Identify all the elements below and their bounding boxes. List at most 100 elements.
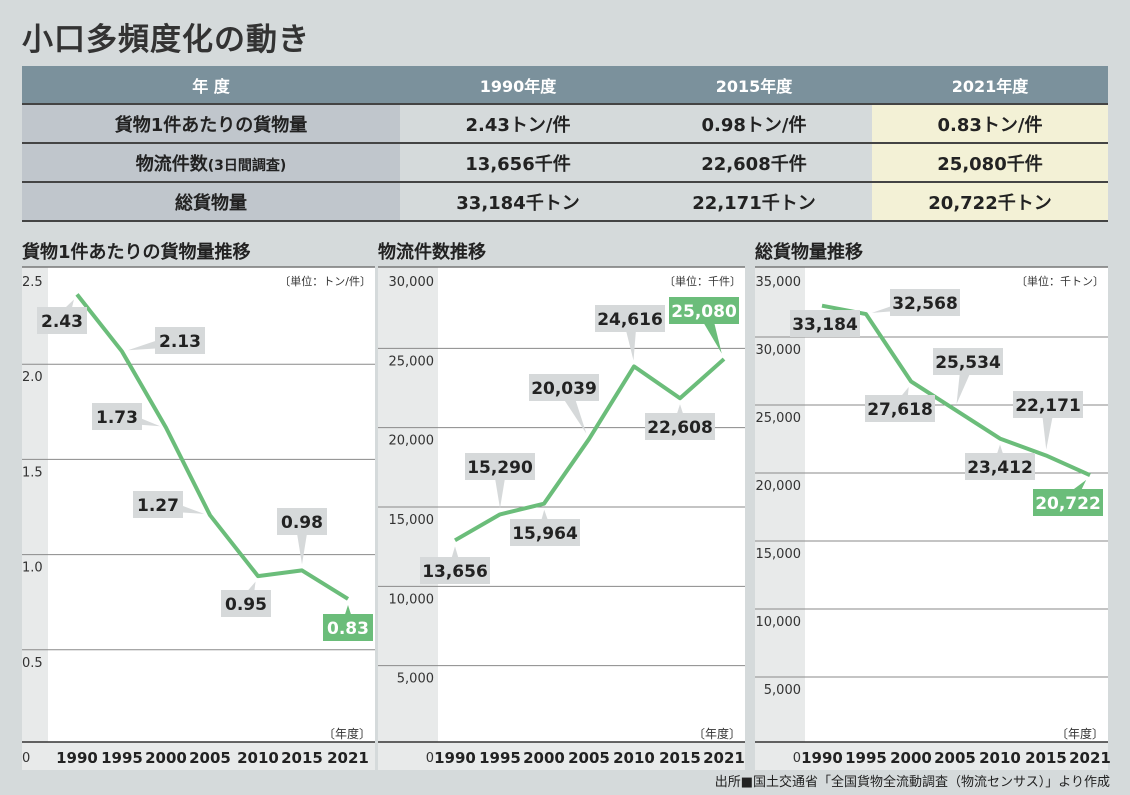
x-tick-label: 2021 (327, 749, 369, 767)
source-note: 出所■国土交通省「全国貨物全流動調査（物流センサス）」より作成 (714, 775, 1110, 790)
data-label: 15,964 (512, 524, 578, 544)
x-tick-label: 2015 (1025, 749, 1067, 767)
x-tick-label: 1995 (101, 749, 143, 767)
callout-box (890, 289, 960, 316)
y-tick-label: 15,000 (389, 513, 435, 528)
data-label: 23,412 (967, 458, 1033, 478)
header-cell: 2015年度 (636, 66, 872, 105)
x-tick-label: 1990 (56, 749, 98, 767)
data-label: 20,722 (1035, 494, 1101, 514)
table-row: 物流件数(3日間調査) 13,656千件 22,608千件 25,080千件 (22, 143, 1108, 183)
data-label: 22,171 (1015, 396, 1081, 416)
x-axis-label: 〔年度〕 (323, 726, 371, 741)
unit-label: 〔単位：千件〕 (664, 274, 741, 288)
table-cell: 22,608千件 (636, 143, 872, 183)
header-cell: 年 度 (22, 66, 400, 105)
y-tick-label: 2.5 (22, 275, 43, 290)
table-cell-highlight: 25,080千件 (872, 143, 1108, 183)
callout-box (965, 453, 1035, 480)
data-label: 0.83 (327, 619, 369, 639)
y-tick-label: 30,000 (756, 343, 802, 358)
data-label: 13,656 (422, 562, 488, 582)
callout-box (595, 305, 665, 332)
callout-box (155, 327, 205, 354)
unit-label: 〔単位：トン/件〕 (279, 274, 371, 288)
y-tick-label: 10,000 (389, 592, 435, 607)
y-tick-label: 15,000 (756, 547, 802, 562)
y-tick-label: 20,000 (389, 434, 435, 449)
x-tick-label: 2021 (703, 749, 745, 767)
x-axis-label: 〔年度〕 (693, 726, 741, 741)
series-line (821, 303, 1091, 478)
page-title: 小口多頻度化の動き (22, 22, 310, 58)
plot-area (438, 267, 745, 742)
y-tick-label: 25,000 (756, 411, 802, 426)
table-row: 総貨物量 33,184千トン 22,171千トン 20,722千トン (22, 182, 1108, 222)
data-label: 1.73 (96, 408, 138, 428)
x-tick-label: 2015 (659, 749, 701, 767)
x-tick-label: 2005 (934, 749, 976, 767)
x-tick-label: 2000 (523, 749, 565, 767)
x-tick-label: 2021 (1069, 749, 1111, 767)
row-label: 物流件数(3日間調査) (22, 143, 400, 183)
data-label: 33,184 (792, 315, 858, 335)
x-tick-label: 2005 (568, 749, 610, 767)
callout-box (933, 348, 1003, 375)
table-cell: 2.43トン/件 (400, 104, 636, 144)
table-cell: 22,171千トン (636, 182, 872, 222)
row-label-text: 貨物1件あたりの貨物量 (114, 114, 308, 136)
data-label: 24,616 (597, 310, 663, 330)
x-tick-label: 2000 (145, 749, 187, 767)
table-cell: 0.98トン/件 (636, 104, 872, 144)
row-label-text: 物流件数 (135, 153, 208, 175)
y-tick-label: 5,000 (764, 683, 801, 698)
x-tick-label: 2010 (237, 749, 279, 767)
y-tick-label: 10,000 (756, 615, 802, 630)
data-label: 32,568 (892, 294, 958, 314)
data-label: 15,290 (467, 458, 533, 478)
plot-area (48, 267, 375, 742)
y-tick-label: 0 (793, 751, 801, 766)
data-label: 1.27 (137, 496, 179, 516)
y-tick-label: 25,000 (389, 354, 435, 369)
callout-box (1013, 391, 1083, 418)
table-cell: 33,184千トン (400, 182, 636, 222)
chart-3: 総貨物量推移 0 5,000 10,000 15,000 20,000 25,000 30,0… (755, 241, 1111, 770)
x-axis-label: 〔年度〕 (1056, 726, 1104, 741)
chart-title: 物流件数推移 (378, 241, 486, 263)
chart-title: 貨物1件あたりの貨物量推移 (22, 241, 251, 263)
row-label-text: 総貨物量 (175, 192, 247, 214)
data-label: 22,608 (647, 418, 713, 438)
callout-box (529, 374, 599, 401)
table-cell-highlight: 0.83トン/件 (872, 104, 1108, 144)
data-label: 0.95 (225, 595, 267, 615)
table-cell-highlight: 20,722千トン (872, 182, 1108, 222)
data-label: 20,039 (531, 379, 597, 399)
callout-box (669, 297, 739, 324)
callout-box (221, 590, 271, 617)
header-cell: 1990年度 (400, 66, 636, 105)
data-label: 0.98 (281, 513, 323, 533)
data-label: 2.43 (41, 312, 83, 332)
y-tick-label: 0.5 (22, 656, 43, 671)
callout-box (420, 557, 490, 584)
x-tick-label: 2015 (281, 749, 323, 767)
callout-box (865, 395, 935, 422)
callout-box (645, 413, 715, 440)
y-tick-label: 20,000 (756, 479, 802, 494)
unit-label: 〔単位：千トン〕 (1016, 274, 1104, 288)
data-label: 2.13 (159, 332, 201, 352)
y-tick-label: 2.0 (22, 370, 43, 385)
row-label: 総貨物量 (22, 182, 400, 222)
callout-box (465, 453, 535, 480)
callout-box (510, 519, 580, 546)
chart-2: 物流件数推移 0 5,000 10,000 15,000 20,000 25,000 30,0… (378, 241, 745, 770)
table-row: 貨物1件あたりの貨物量 2.43トン/件 0.98トン/件 0.83トン/件 (22, 104, 1108, 144)
callout-box (1033, 489, 1103, 516)
header-cell: 2021年度 (872, 66, 1108, 105)
y-tick-label: 35,000 (756, 275, 802, 290)
y-tick-label: 0 (426, 751, 434, 766)
